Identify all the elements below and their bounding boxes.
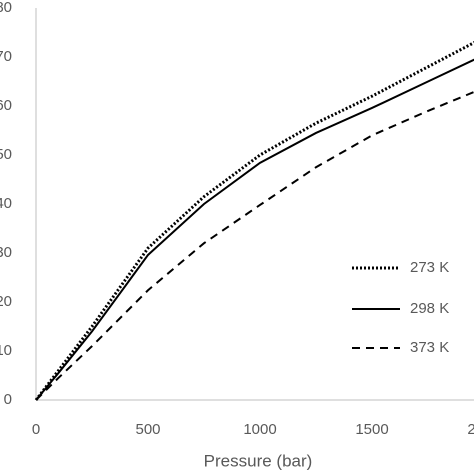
y-tick-label: 70: [0, 48, 12, 65]
x-tick-label: 1000: [243, 421, 276, 438]
series-line: [35, 58, 474, 401]
x-tick-label: 2000: [467, 421, 474, 438]
y-tick-label: 0: [4, 391, 12, 408]
legend-label: 298 K: [410, 300, 449, 317]
y-tick-label: 80: [0, 0, 12, 16]
x-tick-label: 500: [135, 421, 160, 438]
x-tick-label: 1500: [355, 421, 388, 438]
y-tick-label: 40: [0, 195, 12, 212]
y-tick-label: 20: [0, 293, 12, 310]
legend-label: 373 K: [410, 339, 449, 356]
y-tick-label: 60: [0, 97, 12, 114]
legend-label: 273 K: [410, 259, 449, 276]
series-line: [35, 90, 474, 401]
x-axis-label: Pressure (bar): [204, 451, 313, 470]
y-tick-label: 10: [0, 342, 12, 359]
x-tick-label: 0: [32, 421, 40, 438]
y-tick-label: 50: [0, 146, 12, 163]
series-line: [34, 40, 474, 401]
y-tick-label: 30: [0, 244, 12, 261]
